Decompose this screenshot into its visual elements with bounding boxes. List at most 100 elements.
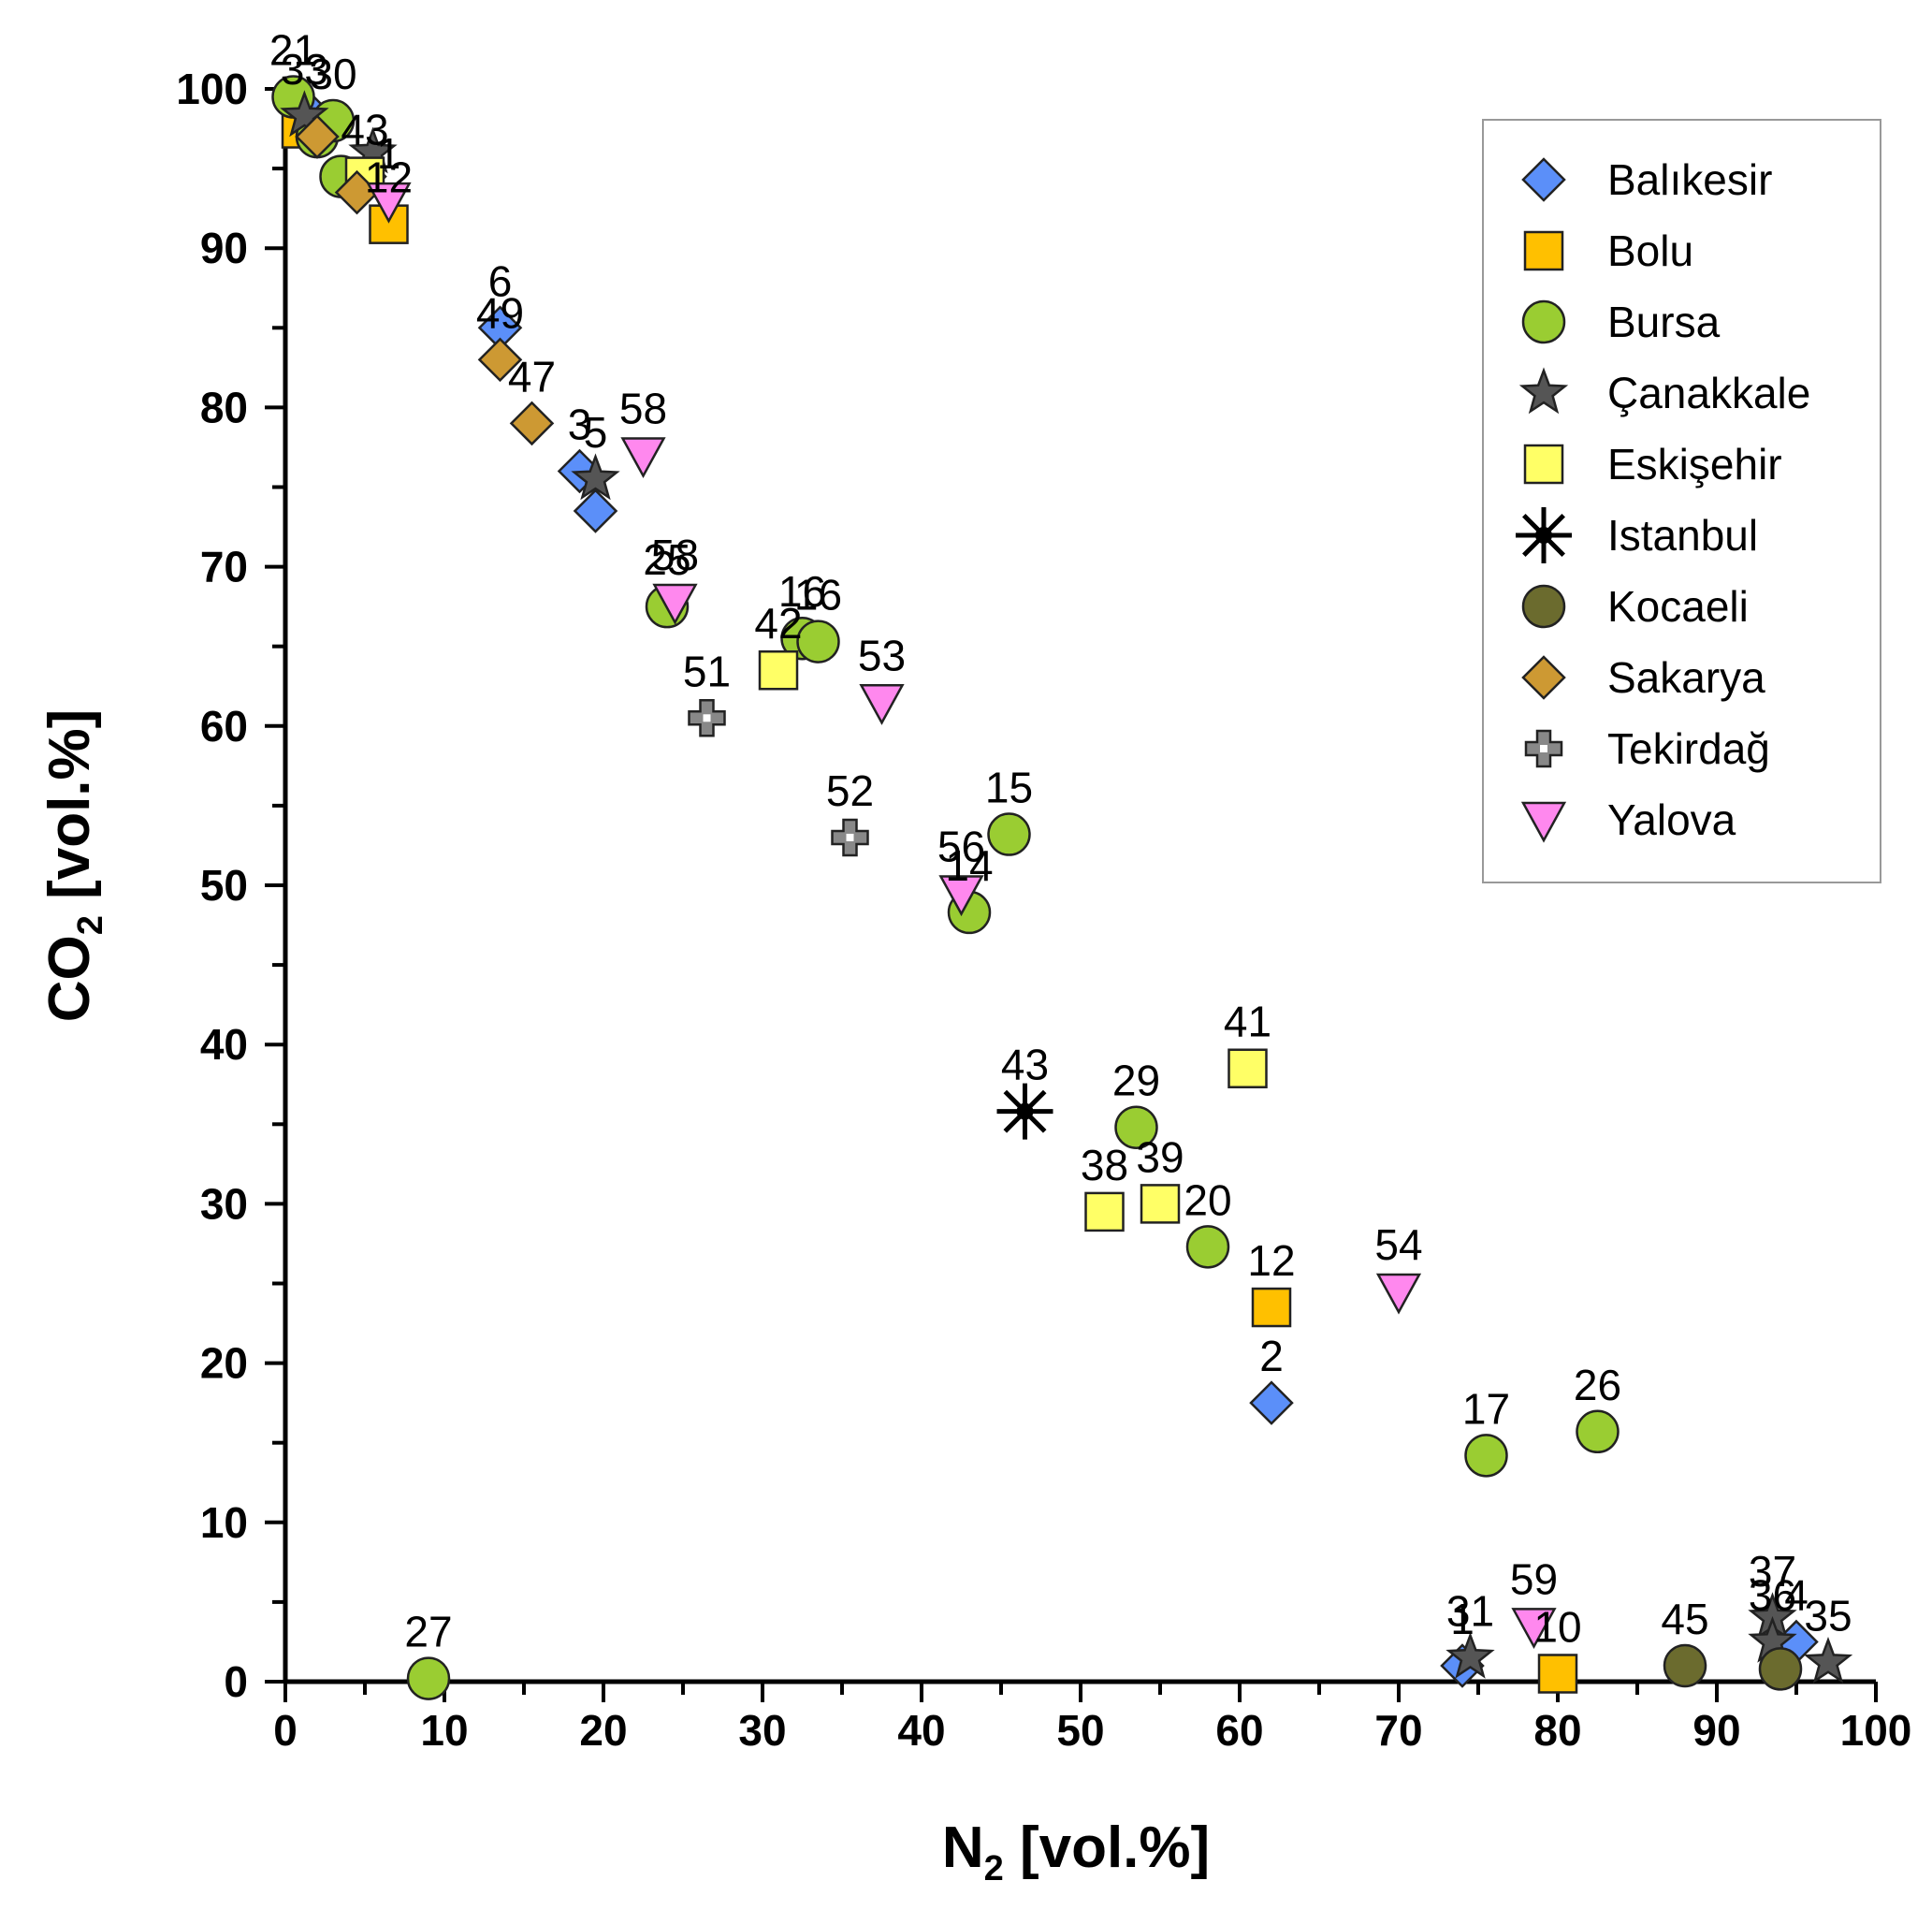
point-label: 37 — [1749, 1547, 1796, 1596]
point-sakarya — [509, 401, 555, 446]
point-label: 16 — [778, 567, 826, 616]
legend-marker--anakkale — [1518, 367, 1569, 415]
point-eski-ehir — [1084, 1191, 1125, 1232]
point-bursa — [1576, 1409, 1620, 1454]
point--anakkale — [571, 453, 620, 501]
x-tick-label: 90 — [1692, 1706, 1740, 1755]
point-label: 29 — [1112, 1057, 1160, 1105]
y-tick-label: 80 — [200, 383, 248, 431]
point-label: 53 — [858, 631, 906, 679]
point-label: 16 — [794, 571, 842, 620]
legend-marker-bursa — [1521, 299, 1566, 344]
point-label: 2 — [1259, 1332, 1284, 1380]
point--anakkale — [1445, 1631, 1495, 1679]
point-label: 43 — [341, 106, 388, 154]
point-label: 33 — [281, 45, 328, 94]
y-tick-label: 30 — [200, 1179, 248, 1228]
point-label: 6 — [488, 256, 513, 305]
point-eski-ehir — [1227, 1048, 1268, 1088]
point-sakarya — [295, 114, 340, 159]
point-label: 14 — [945, 841, 993, 890]
x-tick-label: 0 — [273, 1706, 298, 1755]
point-yalova — [938, 875, 984, 917]
legend-label-tekirda-: Tekirdağ — [1607, 724, 1770, 773]
y-axis-title: CO2 [vol.%] — [37, 709, 110, 1023]
y-tick-label: 0 — [224, 1657, 248, 1706]
point-label: 51 — [683, 647, 731, 695]
point-label: 31 — [1446, 1586, 1494, 1635]
point-label: 1 — [1450, 1595, 1474, 1643]
point-label: 12 — [1247, 1236, 1295, 1285]
y-axis: 0 10 20 30 40 50 60 70 80 90 100 — [176, 65, 288, 1706]
point-label: 12 — [365, 153, 413, 202]
legend-label-eski-ehir: Eskişehir — [1607, 440, 1782, 488]
point-label: 20 — [1184, 1175, 1231, 1224]
legend-marker-bolu — [1523, 230, 1564, 271]
legend-label-kocaeli: Kocaeli — [1607, 582, 1749, 631]
point-label: 27 — [404, 1608, 452, 1656]
point-label: 52 — [826, 766, 874, 815]
point-eski-ehir — [1140, 1184, 1181, 1224]
point--anakkale — [280, 90, 329, 138]
legend-marker-istanbul — [1516, 507, 1572, 563]
point-label: 21 — [269, 26, 317, 75]
y-tick-label: 90 — [200, 224, 248, 272]
legend-marker-eski-ehir — [1523, 444, 1564, 485]
legend-label-bursa: Bursa — [1607, 298, 1721, 346]
y-tick-label: 60 — [200, 702, 248, 751]
legend-marker-sakarya — [1521, 655, 1566, 700]
point-label: 10 — [1533, 1602, 1581, 1651]
y-tick-label: 100 — [176, 65, 248, 113]
y-tick-label: 40 — [200, 1020, 248, 1069]
point-bursa — [1185, 1225, 1230, 1269]
x-tick-label: 20 — [579, 1706, 627, 1755]
legend-label-bolu: Bolu — [1607, 226, 1693, 275]
x-axis-title: N2 [vol.%] — [942, 1815, 1210, 1888]
legend-marker-kocaeli — [1521, 584, 1566, 629]
point-label: 39 — [1136, 1132, 1184, 1181]
point-yalova — [652, 583, 698, 625]
point-yalova — [859, 684, 905, 725]
point-bursa — [1114, 1105, 1158, 1149]
point-yalova — [620, 437, 666, 479]
y-tick-label: 50 — [200, 861, 248, 910]
point-bal-kesir — [573, 488, 618, 533]
x-axis: 0 10 20 30 40 50 60 70 80 90 100 — [273, 1679, 1912, 1755]
point-label: 4 — [1784, 1570, 1809, 1619]
point-label: 49 — [476, 288, 524, 337]
point-label: 38 — [1081, 1141, 1128, 1189]
point-label: 30 — [309, 50, 356, 98]
point-label: 36 — [1749, 1570, 1796, 1619]
y-tick-label: 70 — [200, 543, 248, 591]
point-bursa — [406, 1656, 451, 1700]
point-label: 56 — [937, 823, 985, 871]
legend-label-sakarya: Sakarya — [1607, 653, 1765, 702]
point-label: 45 — [1661, 1595, 1708, 1643]
point-label: 3 — [568, 400, 592, 448]
point-label: 25 — [643, 535, 690, 584]
x-tick-label: 100 — [1840, 1706, 1912, 1755]
point-kocaeli — [1758, 1647, 1803, 1691]
x-tick-label: 40 — [897, 1706, 945, 1755]
point-bolu — [1537, 1654, 1578, 1694]
legend-label-istanbul: Istanbul — [1607, 511, 1758, 560]
y-tick-label: 10 — [200, 1498, 248, 1547]
point-label: 58 — [651, 531, 699, 579]
x-tick-label: 50 — [1056, 1706, 1104, 1755]
x-tick-label: 80 — [1533, 1706, 1581, 1755]
point-yalova — [1375, 1273, 1422, 1315]
point-eski-ehir — [758, 649, 799, 691]
point-bolu — [1251, 1287, 1292, 1328]
point-istanbul — [996, 1083, 1053, 1140]
point-label: 15 — [985, 764, 1033, 812]
point-label: 43 — [1001, 1041, 1049, 1089]
point-label: 5 — [584, 408, 608, 457]
x-tick-label: 60 — [1215, 1706, 1263, 1755]
point-label: 35 — [1804, 1592, 1852, 1640]
point-label: 54 — [1374, 1220, 1422, 1269]
legend: Balıkesir Bolu Bursa Çanakkale Eskişehir Ista… — [1482, 119, 1881, 883]
point-tekirda- — [831, 818, 869, 857]
point-yalova — [1511, 1608, 1557, 1650]
point-bursa — [796, 620, 840, 663]
